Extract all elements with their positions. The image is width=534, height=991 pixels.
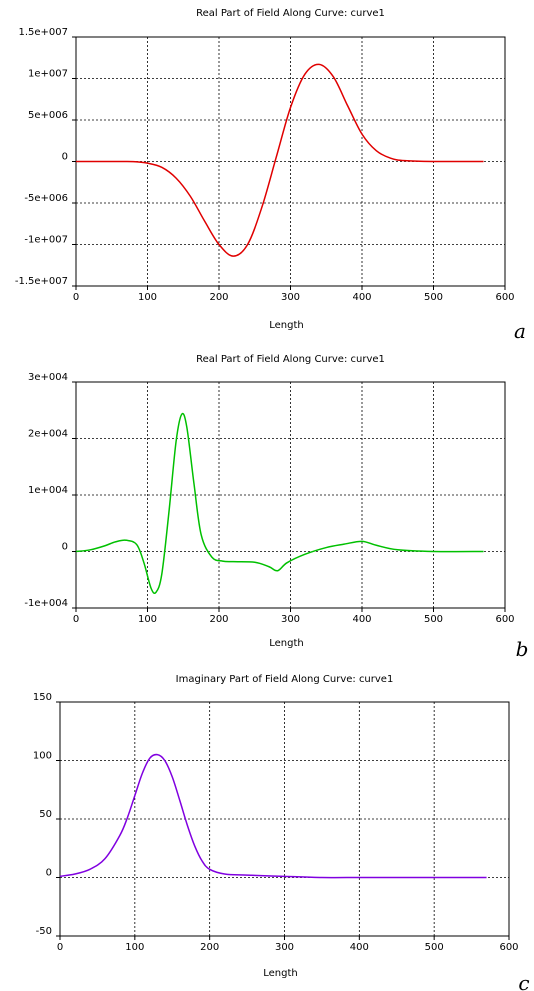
x-tick-label: 600: [495, 614, 514, 625]
y-tick-label: 0: [62, 152, 68, 163]
x-tick-label: 200: [200, 942, 219, 953]
x-axis-label: Length: [269, 638, 304, 649]
chart-title: Real Part of Field Along Curve: curve1: [196, 8, 385, 19]
x-tick-label: 500: [424, 292, 443, 303]
y-tick-label: 5e+006: [28, 110, 68, 121]
x-tick-label: 400: [352, 614, 371, 625]
x-tick-label: 100: [125, 942, 144, 953]
y-tick-label: -1e+007: [24, 235, 68, 246]
chart-panel-c: Imaginary Part of Field Along Curve: cur…: [33, 674, 530, 991]
x-tick-label: 400: [352, 292, 371, 303]
y-tick-label: 150: [33, 692, 52, 703]
y-tick-label: 0: [46, 868, 52, 879]
x-tick-label: 0: [73, 614, 79, 625]
y-tick-label: 0: [62, 542, 68, 553]
panel-label-b: b: [516, 637, 529, 661]
x-tick-label: 0: [57, 942, 63, 953]
y-tick-label: 2e+004: [28, 429, 68, 440]
y-tick-label: -1.5e+007: [15, 276, 68, 287]
x-tick-label: 300: [281, 614, 300, 625]
series-line-0: [75, 412, 484, 595]
y-tick-label: 1.5e+007: [18, 27, 68, 38]
x-tick-label: 200: [209, 292, 228, 303]
panel-label-c: c: [518, 971, 529, 991]
y-tick-label: 100: [33, 751, 52, 762]
x-axis-label: Length: [269, 320, 304, 331]
x-axis-label: Length: [263, 968, 298, 979]
y-tick-label: 1e+004: [28, 485, 68, 496]
y-tick-label: -50: [36, 926, 52, 937]
series-line-0: [59, 753, 487, 879]
x-tick-label: 300: [281, 292, 300, 303]
chart-title: Real Part of Field Along Curve: curve1: [196, 354, 385, 365]
x-tick-label: 500: [425, 942, 444, 953]
plot-frame: [75, 381, 506, 609]
x-tick-label: 200: [209, 614, 228, 625]
x-tick-label: 600: [499, 942, 518, 953]
y-tick-label: -1e+004: [24, 598, 68, 609]
y-tick-label: -5e+006: [24, 193, 68, 204]
x-tick-label: 600: [495, 292, 514, 303]
x-tick-label: 500: [424, 614, 443, 625]
x-tick-label: 100: [138, 292, 157, 303]
plot-frame: [59, 701, 510, 937]
y-tick-label: 50: [39, 809, 52, 820]
y-tick-label: 3e+004: [28, 372, 68, 383]
chart-title: Imaginary Part of Field Along Curve: cur…: [176, 674, 394, 685]
x-tick-label: 100: [138, 614, 157, 625]
panel-label-a: a: [514, 319, 526, 343]
y-tick-label: 1e+007: [28, 69, 68, 80]
chart-panel-b: Real Part of Field Along Curve: curve1 0 1…: [24, 354, 528, 661]
x-tick-label: 300: [275, 942, 294, 953]
x-tick-label: 0: [73, 292, 79, 303]
series-line-0: [75, 63, 484, 257]
x-tick-label: 400: [350, 942, 369, 953]
chart-panel-a: Real Part of Field Along Curve: curve1 0 1…: [15, 8, 526, 343]
